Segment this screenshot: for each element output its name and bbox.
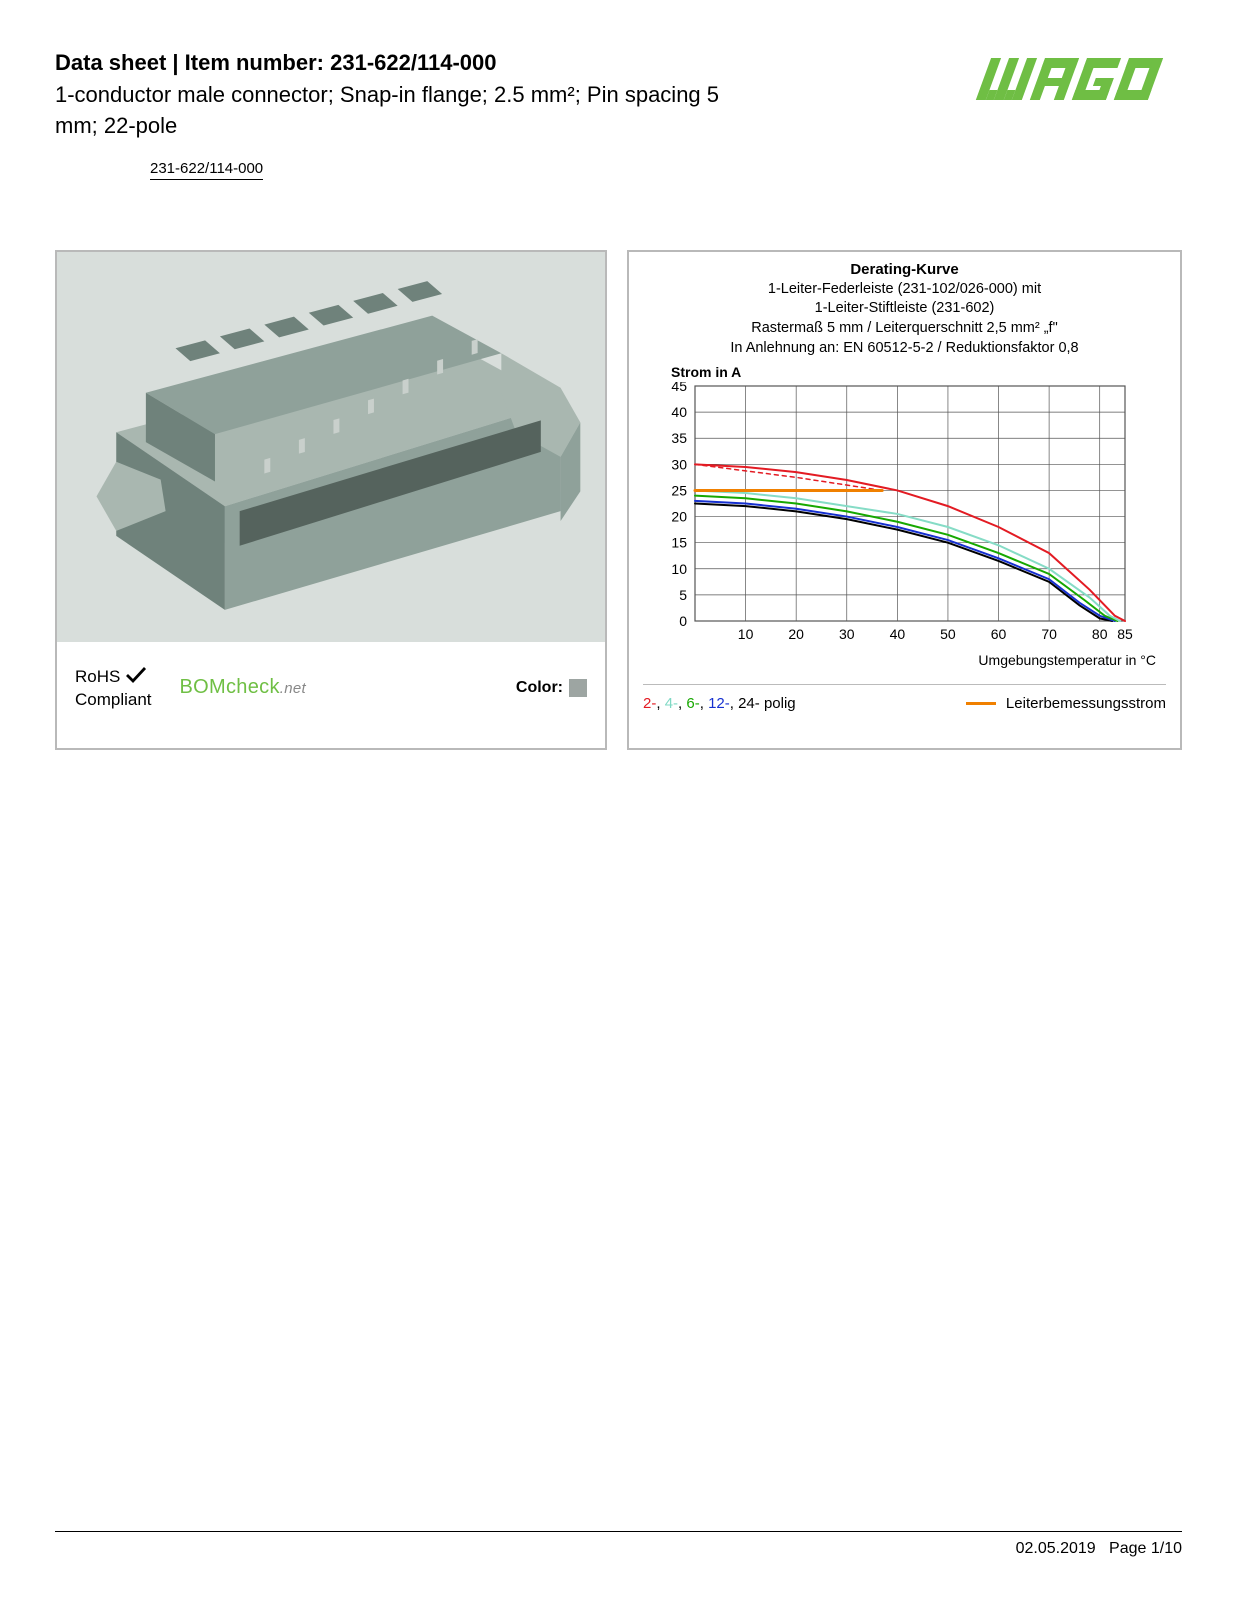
svg-text:30: 30 <box>671 456 687 472</box>
svg-text:70: 70 <box>1041 626 1057 642</box>
svg-text:80: 80 <box>1092 626 1108 642</box>
chart-sub3: Rastermaß 5 mm / Leiterquerschnitt 2,5 m… <box>649 319 1160 339</box>
bomcheck-badge: BOMcheck.net <box>180 676 306 699</box>
chart-title: Derating-Kurve <box>649 260 1160 280</box>
chart-sub4: In Anlehnung an: EN 60512-5-2 / Reduktio… <box>649 339 1160 359</box>
rohs-line1: RoHS <box>75 667 120 686</box>
svg-text:20: 20 <box>671 509 687 525</box>
product-panel: RoHS Compliant BOMcheck.net Color: <box>55 250 607 750</box>
legend-rated-text: Leiterbemessungsstrom <box>1006 695 1166 712</box>
svg-text:10: 10 <box>671 561 687 577</box>
orange-line-icon <box>966 702 996 705</box>
chart-sub2: 1-Leiter-Stiftleiste (231-602) <box>649 299 1160 319</box>
svg-text:20: 20 <box>788 626 804 642</box>
svg-text:15: 15 <box>671 535 687 551</box>
chart-x-label: Umgebungstemperatur in °C <box>647 652 1156 668</box>
subtitle: 1-conductor male connector; Snap-in flan… <box>55 80 755 142</box>
legend-6p: 6- <box>686 695 699 712</box>
legend-4p: 4- <box>665 695 678 712</box>
footer-date: 02.05.2019 <box>1016 1540 1096 1557</box>
title-item-number: 231-622/114-000 <box>330 50 496 75</box>
svg-text:0: 0 <box>679 613 687 629</box>
derating-chart: 0 5 10 15 20 25 30 35 40 45 10 20 30 40 50 60 70 80 85 <box>647 382 1167 650</box>
header-text-block: Data sheet | Item number: 231-622/114-00… <box>55 50 972 180</box>
legend-24p: 24- <box>738 695 760 712</box>
title-line: Data sheet | Item number: 231-622/114-00… <box>55 50 972 76</box>
svg-text:45: 45 <box>671 382 687 394</box>
chart-y-label: Strom in A <box>671 364 1162 380</box>
color-label-text: Color: <box>516 679 563 697</box>
title-prefix: Data sheet | Item number: <box>55 50 330 75</box>
wago-logo-icon <box>972 50 1182 108</box>
legend-poles: 2-, 4-, 6-, 12-, 24- polig <box>643 695 796 712</box>
footer: 02.05.2019 Page 1/10 <box>55 1531 1182 1558</box>
product-render <box>57 252 605 642</box>
item-number-link[interactable]: 231-622/114-000 <box>150 160 263 180</box>
color-label: Color: <box>516 679 587 697</box>
product-render-svg <box>57 252 605 642</box>
svg-text:30: 30 <box>839 626 855 642</box>
bomcheck-main: BOMcheck <box>180 676 280 698</box>
chart-sub1: 1-Leiter-Federleiste (231-102/026-000) m… <box>649 280 1160 300</box>
header: Data sheet | Item number: 231-622/114-00… <box>55 50 1182 180</box>
check-icon <box>125 666 147 689</box>
svg-text:85: 85 <box>1117 626 1133 642</box>
chart-legend: 2-, 4-, 6-, 12-, 24- polig Leiterbemessu… <box>643 684 1166 712</box>
chart-panel: Derating-Kurve 1-Leiter-Federleiste (231… <box>627 250 1182 750</box>
legend-suffix: polig <box>760 695 796 712</box>
bomcheck-suffix: .net <box>280 680 306 697</box>
svg-text:60: 60 <box>991 626 1007 642</box>
svg-text:5: 5 <box>679 587 687 603</box>
legend-12p: 12- <box>708 695 730 712</box>
svg-text:10: 10 <box>738 626 754 642</box>
color-swatch <box>569 679 587 697</box>
badge-row: RoHS Compliant BOMcheck.net Color: <box>57 642 605 735</box>
footer-page: Page 1/10 <box>1109 1540 1182 1557</box>
svg-text:40: 40 <box>671 404 687 420</box>
svg-text:25: 25 <box>671 483 687 499</box>
panels-row: RoHS Compliant BOMcheck.net Color: Derat… <box>55 250 1182 750</box>
legend-2p: 2- <box>643 695 656 712</box>
rohs-line2: Compliant <box>75 690 152 709</box>
chart-area: Strom in A 0 5 10 15 20 25 30 35 40 45 10 20 30 40 50 6… <box>629 362 1180 676</box>
legend-rated: Leiterbemessungsstrom <box>966 695 1166 712</box>
svg-text:50: 50 <box>940 626 956 642</box>
chart-header: Derating-Kurve 1-Leiter-Federleiste (231… <box>629 252 1180 363</box>
svg-text:40: 40 <box>890 626 906 642</box>
rohs-badge: RoHS Compliant <box>75 666 152 711</box>
svg-text:35: 35 <box>671 430 687 446</box>
